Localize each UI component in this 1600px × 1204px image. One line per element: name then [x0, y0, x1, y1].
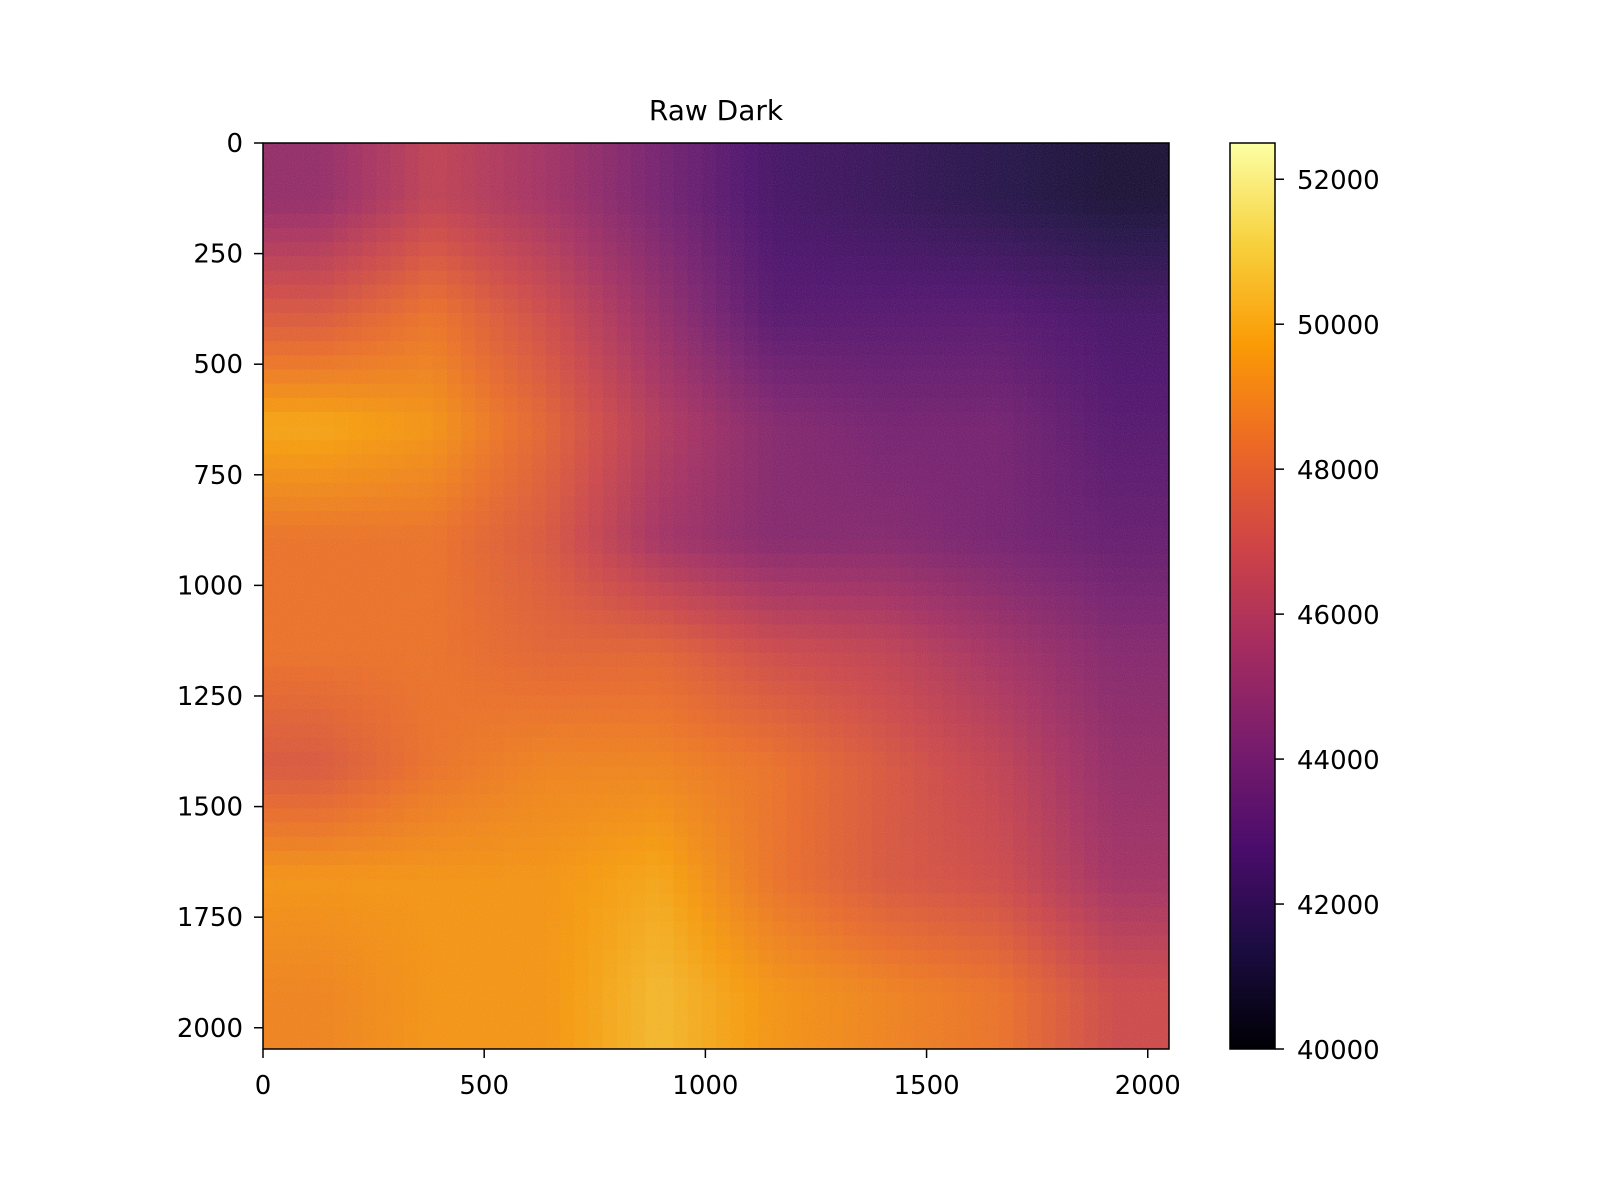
y-tick-label: 0: [226, 129, 243, 159]
x-tick-label: 2000: [1115, 1071, 1181, 1101]
y-tick-label: 2000: [177, 1014, 243, 1044]
y-axis: 0 250 500 750 1000 1250 1500 1750 2000: [177, 129, 263, 1044]
y-tick-label: 1500: [177, 793, 243, 823]
y-tick-label: 1000: [177, 571, 243, 601]
x-tick-label: 1000: [672, 1071, 738, 1101]
x-tick-label: 0: [255, 1071, 272, 1101]
y-tick-label: 750: [193, 461, 243, 491]
y-tick-label: 1750: [177, 903, 243, 933]
heatmap-image: [263, 143, 1169, 1049]
colorbar: [1229, 142, 1276, 1050]
y-tick-label: 1250: [177, 682, 243, 712]
x-axis: 0 500 1000 1500 2000: [255, 1049, 1181, 1101]
colorbar-axis: 40000 42000 44000 46000 48000 50000 52000: [1275, 166, 1380, 1066]
colorbar-tick-label: 42000: [1297, 891, 1380, 921]
heatmap-noise: [263, 143, 1169, 1049]
colorbar-tick-label: 48000: [1297, 456, 1380, 486]
plot-frame: [262, 142, 1170, 1050]
y-tick-label: 500: [193, 350, 243, 380]
x-tick-label: 1500: [893, 1071, 959, 1101]
colorbar-tick-label: 46000: [1297, 601, 1380, 631]
colorbar-tick-label: 40000: [1297, 1036, 1380, 1066]
colorbar-tick-label: 50000: [1297, 311, 1380, 341]
colorbar-tick-label: 44000: [1297, 746, 1380, 776]
colorbar-tick-label: 52000: [1297, 166, 1380, 196]
y-tick-label: 250: [193, 240, 243, 270]
x-tick-label: 500: [459, 1071, 509, 1101]
chart-title: Raw Dark: [649, 94, 784, 127]
